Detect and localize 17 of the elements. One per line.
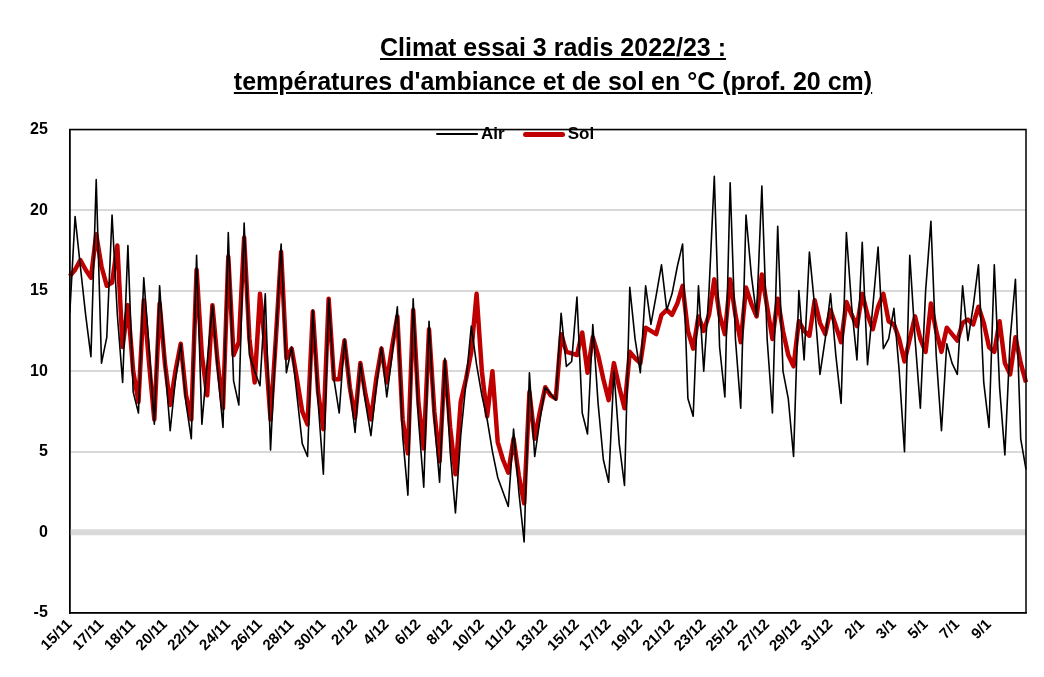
y-tick-label: 5 [38, 442, 48, 460]
x-tick-label: 6/12 [390, 615, 424, 648]
chart-title: Climat essai 3 radis 2022/23 : [379, 33, 727, 61]
x-tick-label: 2/1 [840, 615, 868, 642]
x-tick-label: 5/1 [903, 615, 931, 642]
chart-subtitle: températures d'ambiance et de sol en °C (prof. 20 cm) [233, 67, 873, 95]
legend-label: Air [481, 124, 505, 144]
x-tick-label: 9/1 [967, 615, 995, 642]
y-tick-label: 25 [30, 120, 48, 138]
x-tick-label: 4/12 [359, 615, 392, 648]
y-tick-label: 15 [30, 281, 48, 299]
x-tick-label: 7/1 [935, 615, 963, 642]
y-tick-label: 10 [30, 361, 48, 379]
y-tick-label: 0 [38, 522, 48, 540]
x-tick-label: 3/1 [872, 615, 899, 642]
y-tick-label: 20 [30, 200, 48, 218]
y-tick-label: -5 [33, 603, 48, 621]
